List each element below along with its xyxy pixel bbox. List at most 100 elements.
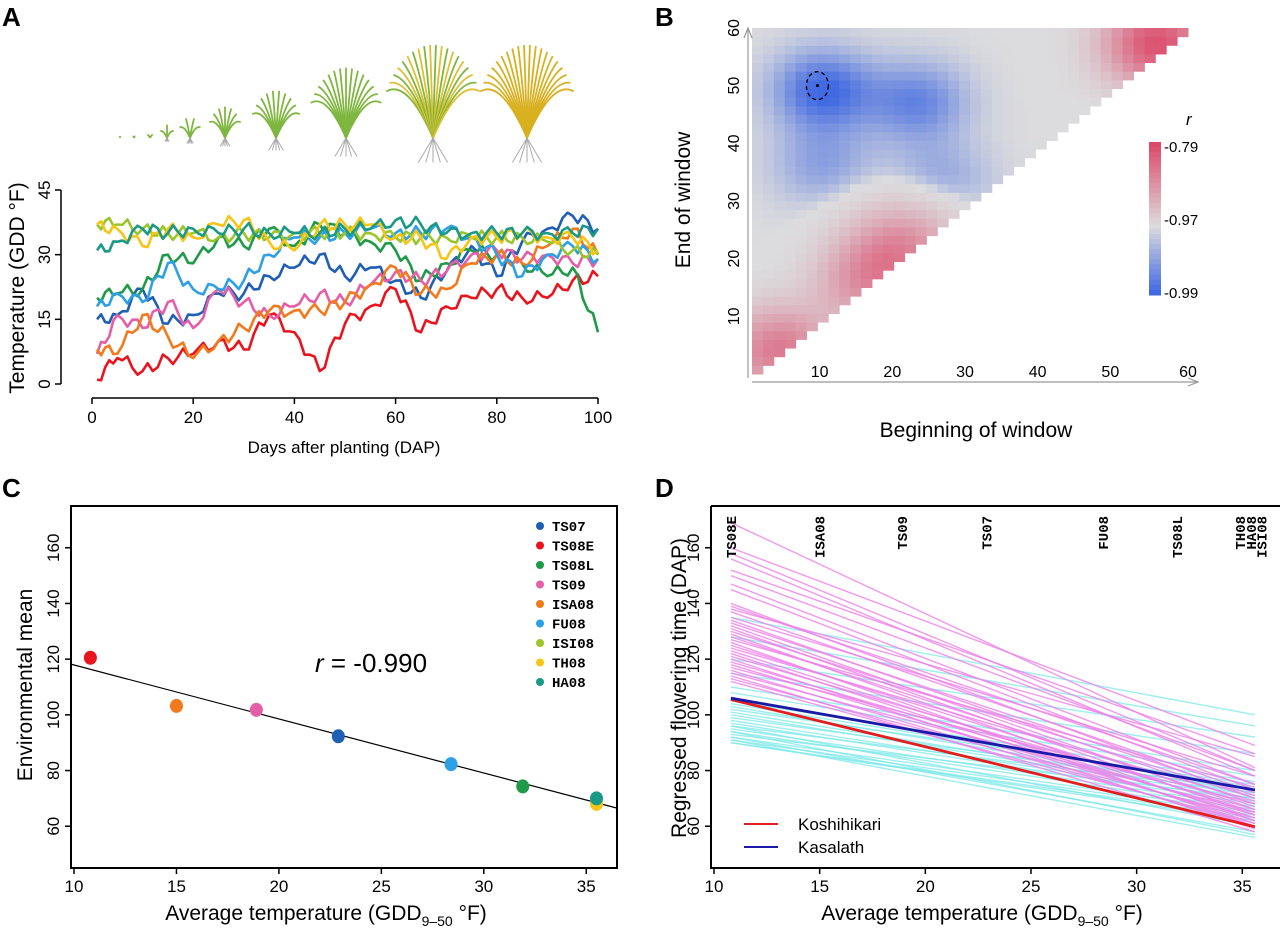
colorbar-tick-label: -0.99: [1164, 285, 1198, 302]
heatmap-cell: [959, 45, 971, 55]
heatmap-cell: [861, 123, 873, 133]
x-tick-label: 40: [285, 408, 304, 427]
heatmap-cell: [795, 218, 807, 228]
heatmap-cell: [773, 36, 786, 46]
heatmap-cell: [752, 149, 764, 159]
heatmap-cell: [817, 97, 829, 107]
root: [189, 137, 194, 144]
heatmap-cell: [1111, 28, 1124, 38]
colorbar-swatch: [1149, 284, 1161, 291]
highlight-point: [815, 84, 819, 88]
heatmap-cell: [904, 166, 916, 176]
heatmap-cell: [752, 175, 764, 185]
heatmap-cell: [806, 183, 818, 193]
heatmap-cell: [948, 166, 960, 176]
y-tick-label: 100: [684, 701, 703, 729]
heatmap-cell: [817, 296, 829, 306]
heatmap-cell: [762, 192, 775, 202]
x-axis-label: Days after planting (DAP): [248, 438, 441, 457]
heatmap-cell: [948, 175, 960, 185]
heatmap-cell: [752, 244, 764, 254]
heatmap-cell: [752, 330, 764, 340]
heatmap-cell: [839, 296, 851, 306]
heatmap-cell: [882, 62, 895, 72]
heatmap-cell: [784, 296, 797, 306]
heatmap-cell: [926, 45, 938, 55]
heatmap-cell: [904, 244, 916, 254]
colorbar-swatch: [1149, 259, 1161, 265]
heatmap-cell: [882, 71, 895, 81]
heatmap-cell: [991, 140, 1004, 150]
heatmap-cell: [817, 218, 829, 228]
heatmap-cell: [773, 313, 786, 323]
heatmap-cell: [1100, 62, 1113, 72]
heatmap-cell: [850, 183, 862, 193]
heatmap-cell: [970, 175, 982, 185]
leaf: [275, 112, 301, 139]
heatmap-cell: [861, 140, 873, 150]
colorbar-swatch: [1149, 208, 1161, 214]
heatmap-cell: [839, 88, 851, 98]
heatmap-cell: [991, 36, 1004, 46]
heatmap-cell: [762, 356, 775, 366]
y-tick-label: 100: [44, 701, 63, 729]
colorbar-swatch: [1149, 167, 1161, 174]
heatmap-cell: [1079, 97, 1091, 107]
heatmap-cell: [817, 79, 829, 90]
heatmap-cell: [980, 166, 993, 176]
legend: TS07 TS08E TS08L TS09 ISA08 FU08 ISI08 TH08 HA08: [536, 520, 594, 692]
heatmap-cell: [861, 114, 873, 124]
heatmap-cell: [893, 88, 906, 98]
heatmap-cell: [1046, 105, 1058, 115]
x-tick-label: 60: [386, 408, 405, 427]
heatmap-cell: [762, 149, 775, 159]
heatmap-cell: [817, 45, 829, 55]
heatmap-cell: [762, 123, 775, 133]
heatmap-cell: [1024, 140, 1036, 150]
heatmap-cell: [1024, 62, 1036, 72]
x-tick-label: 15: [167, 877, 186, 896]
heatmap-cell: [871, 79, 884, 90]
heatmap-cell: [839, 157, 851, 167]
heatmap-cell: [937, 114, 949, 124]
heatmap-cell: [904, 192, 916, 202]
heatmap-cell: [882, 166, 895, 176]
heatmap-cell: [882, 252, 895, 263]
heatmap-cell: [980, 114, 993, 124]
heatmap-cell: [915, 53, 927, 64]
heatmap-cell: [817, 53, 829, 64]
heatmap-cell: [752, 322, 764, 332]
heatmap-cell: [1035, 79, 1047, 90]
root: [417, 137, 434, 163]
env-label-ts08l: TS08L: [1171, 516, 1187, 558]
heatmap-cell: [773, 131, 786, 141]
heatmap-cell: [861, 105, 873, 115]
heatmap-cell: [1046, 36, 1058, 46]
heatmap-cell: [806, 278, 818, 288]
heatmap-cell: [839, 149, 851, 159]
heatmap-cell: [806, 218, 818, 228]
heatmap-cell: [817, 149, 829, 159]
heatmap-cell: [915, 140, 927, 150]
heatmap-cell: [752, 157, 764, 167]
heatmap-cell: [752, 226, 764, 237]
heatmap-cell: [839, 114, 851, 124]
heatmap-cell: [773, 123, 786, 133]
x-tick-label: 0: [87, 408, 96, 427]
heatmap-cell: [1057, 88, 1069, 98]
heatmap-cell: [915, 71, 927, 81]
heatmap-cell: [1024, 105, 1036, 115]
heatmap-cell: [991, 114, 1004, 124]
heatmap-cell: [991, 28, 1004, 38]
heatmap-cell: [839, 252, 851, 263]
heatmap-cell: [1002, 79, 1015, 90]
heatmap-cell: [948, 105, 960, 115]
heatmap-cell: [915, 201, 927, 211]
heatmap-cell: [1002, 140, 1015, 150]
heatmap-cell: [882, 157, 895, 167]
root: [224, 137, 231, 147]
colorbar-tick-label: -0.79: [1164, 139, 1198, 156]
heatmap-cell: [806, 53, 818, 64]
heatmap-cell: [1002, 36, 1015, 46]
